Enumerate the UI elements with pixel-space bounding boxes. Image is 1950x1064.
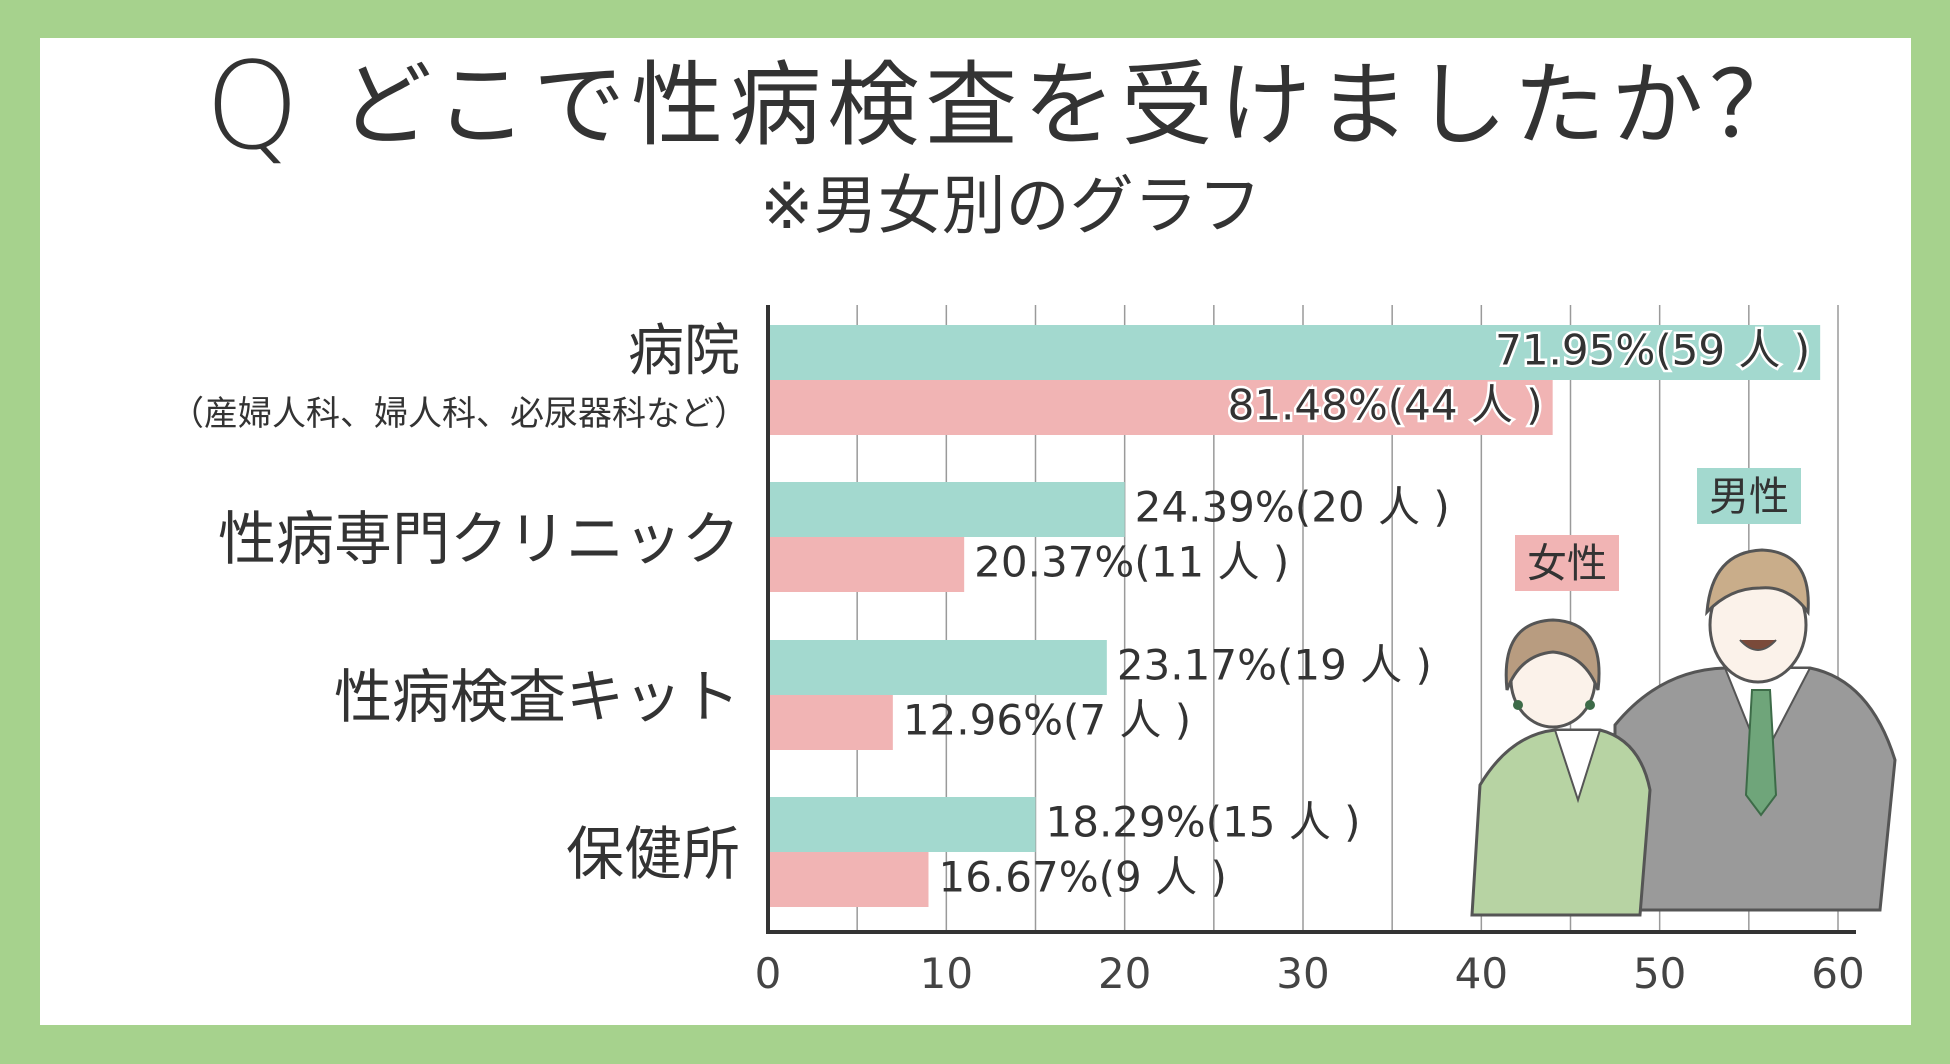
question-mark-letter: Q <box>205 38 300 177</box>
category-sublabel: （産婦人科、婦人科、必尿器科など） <box>170 394 748 434</box>
earring-icon <box>1585 700 1595 710</box>
value-label-male: 71.95%(59 人 ) <box>1495 326 1810 375</box>
value-label-male: 23.17%(19 人 ) <box>1117 641 1432 690</box>
bar-female <box>768 695 893 750</box>
value-label-female: 81.48%(44 人 ) <box>1228 381 1543 430</box>
x-tick-label: 50 <box>1633 949 1686 998</box>
bar-male <box>768 797 1036 852</box>
x-tick-label: 10 <box>920 949 973 998</box>
bar-female <box>768 537 965 592</box>
bar-male <box>768 325 1821 380</box>
legend-male-swatch <box>1697 468 1801 524</box>
value-label-male: 18.29%(15 人 ) <box>1046 798 1361 847</box>
value-labels: 71.95%(59 人 ) 81.48%(44 人 ) 24.39%(20 人 ) 2… <box>903 323 1813 902</box>
x-tick-label: 20 <box>1098 949 1151 998</box>
earring-icon <box>1513 700 1523 710</box>
category-label: 保健所 <box>566 820 740 888</box>
bars <box>768 325 1821 907</box>
value-label-male: 24.39%(20 人 ) <box>1135 483 1450 532</box>
woman-figure <box>1470 618 1652 917</box>
bar-female <box>768 380 1553 435</box>
legend-female-label: 女性 <box>1527 541 1607 587</box>
legend-male-label: 男性 <box>1709 474 1789 520</box>
bar-male <box>768 640 1107 695</box>
couple-illustration <box>1470 548 1897 917</box>
axes <box>766 305 1856 934</box>
legend-female-swatch <box>1515 535 1619 591</box>
bar-male <box>768 482 1125 537</box>
category-label: 性病検査キット <box>334 663 740 731</box>
bar-female <box>768 852 929 907</box>
category-label: 病院 <box>628 319 740 384</box>
man-figure <box>1613 548 1897 912</box>
x-tick-label: 30 <box>1276 949 1329 998</box>
value-label-female: 20.37%(11 人 ) <box>974 538 1289 587</box>
x-tick-label: 0 <box>755 949 782 998</box>
legend: 男性 女性 <box>1515 468 1801 591</box>
x-tick-label: 60 <box>1811 949 1864 998</box>
category-label: 性病専門クリニック <box>218 505 740 573</box>
chart-title: どこで性病検査を受けましたか？ <box>340 52 1808 159</box>
x-tick-labels: 0 10 20 30 40 50 60 <box>755 949 1865 998</box>
x-tick-label: 40 <box>1455 949 1508 998</box>
chart-subtitle: ※男女別のグラフ <box>760 170 1262 244</box>
value-label-female: 12.96%(7 人 ) <box>903 696 1191 745</box>
value-label-female: 16.67%(9 人 ) <box>939 853 1227 902</box>
